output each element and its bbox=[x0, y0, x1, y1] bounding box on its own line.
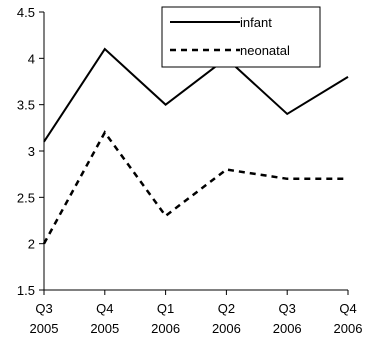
y-tick-label: 1.5 bbox=[17, 283, 35, 298]
legend-label-infant: infant bbox=[240, 15, 272, 30]
x-tick-label: Q3 2006 bbox=[273, 301, 302, 336]
legend-box bbox=[161, 6, 321, 68]
y-tick-label: 2.5 bbox=[17, 190, 35, 205]
x-tick-label: Q4 2006 bbox=[334, 301, 363, 336]
x-tick-label: Q4 2005 bbox=[90, 301, 119, 336]
legend-label-neonatal: neonatal bbox=[240, 43, 290, 58]
legend: infant neonatal bbox=[161, 6, 321, 68]
x-tick-label-year: 2005 bbox=[90, 321, 119, 336]
series-line-neonatal bbox=[42, 130, 348, 245]
x-tick-label-year: 2006 bbox=[212, 321, 241, 336]
x-tick-label: Q1 2006 bbox=[151, 301, 180, 336]
x-tick-label-year: 2006 bbox=[151, 321, 180, 336]
x-tick-label-quarter: Q4 bbox=[96, 301, 113, 316]
x-tick-label: Q2 2006 bbox=[212, 301, 241, 336]
x-tick-label-year: 2006 bbox=[334, 321, 363, 336]
x-tick-label-quarter: Q3 bbox=[35, 301, 52, 316]
x-tick-label: Q3 2005 bbox=[30, 301, 59, 336]
y-tick-labels: 4.5 4 3.5 3 2.5 2 1.5 bbox=[17, 5, 35, 298]
y-tick-label: 2 bbox=[28, 237, 35, 252]
x-tick-label-quarter: Q1 bbox=[157, 301, 174, 316]
x-tick-label-quarter: Q4 bbox=[339, 301, 356, 316]
x-tick-label-year: 2006 bbox=[273, 321, 302, 336]
x-tick-label-year: 2005 bbox=[30, 321, 59, 336]
x-tick-labels: Q3 2005 Q4 2005 Q1 2006 Q2 2006 Q3 2006 Q4 2006 bbox=[30, 301, 363, 336]
x-tick-label-quarter: Q2 bbox=[218, 301, 235, 316]
y-tick-label: 3 bbox=[28, 144, 35, 159]
y-tick-label: 4 bbox=[28, 51, 35, 66]
series-lines bbox=[42, 47, 349, 245]
y-tick-label: 3.5 bbox=[17, 98, 35, 113]
x-tick-label-quarter: Q3 bbox=[279, 301, 296, 316]
tick-marks bbox=[39, 11, 349, 295]
series-line-infant bbox=[43, 47, 349, 143]
y-tick-label: 4.5 bbox=[17, 5, 35, 20]
